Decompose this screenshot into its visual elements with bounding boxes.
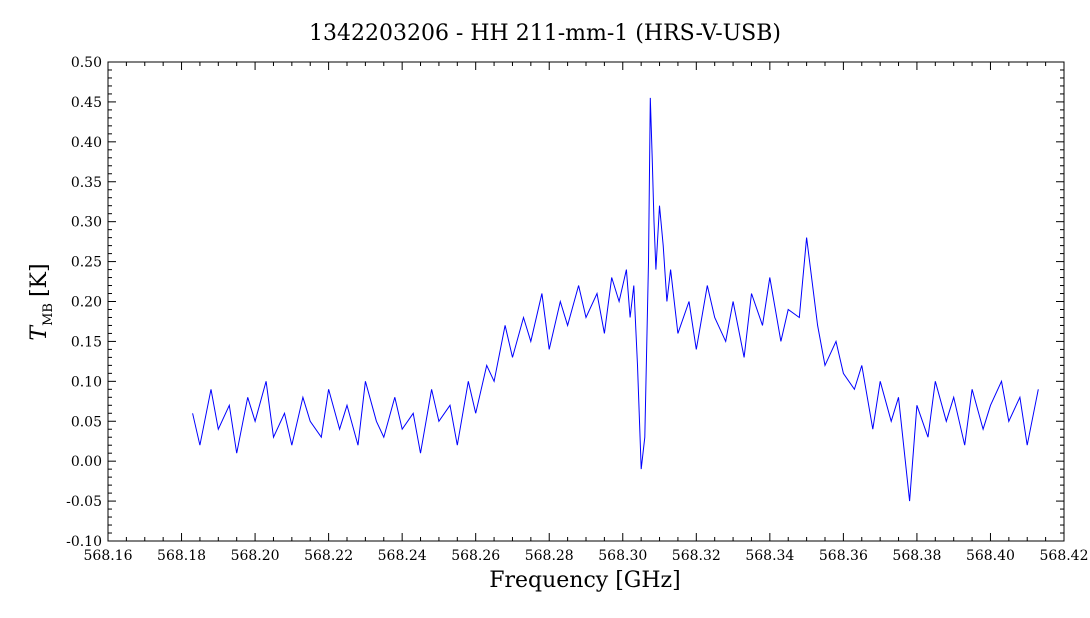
x-tick-label: 568.16 <box>84 548 133 564</box>
x-tick-label: 568.18 <box>157 548 206 564</box>
x-tick-label: 568.42 <box>1040 548 1089 564</box>
series-line <box>192 97 1039 502</box>
x-tick-label: 568.34 <box>745 548 794 564</box>
plot-frame <box>107 61 1065 542</box>
y-tick-label: 0.15 <box>71 334 102 350</box>
y-tick-label: 0.05 <box>71 414 102 430</box>
x-axis-title: Frequency [GHz] <box>489 568 681 593</box>
y-axis-subscript: MB <box>41 303 56 326</box>
series-layer <box>192 97 1039 502</box>
y-tick-label: 0.35 <box>71 175 102 191</box>
y-tick-label: 0.50 <box>71 55 102 71</box>
x-tick-label: 568.40 <box>966 548 1015 564</box>
y-axis: -0.10 -0.05 0.00 0.05 0.10 0.15 0.20 0.25 0.30 0.… <box>66 55 1064 550</box>
y-axis-symbol: T <box>27 324 52 341</box>
y-tick-label: 0.20 <box>71 295 102 311</box>
y-tick-label: -0.10 <box>66 534 102 550</box>
x-tick-label: 568.28 <box>525 548 574 564</box>
x-tick-label: 568.24 <box>378 548 427 564</box>
y-tick-label: -0.05 <box>66 494 102 510</box>
y-axis-title: TMB [K] <box>27 263 56 340</box>
chart-title: 1342203206 - HH 211-mm-1 (HRS-V-USB) <box>309 21 781 46</box>
x-tick-label: 568.20 <box>231 548 280 564</box>
y-axis-unit: [K] <box>27 263 52 297</box>
y-tick-label: 0.30 <box>71 215 102 231</box>
x-tick-label: 568.30 <box>598 548 647 564</box>
x-axis: 568.16 568.18 568.20 568.22 568.24 568.26 568.… <box>84 62 1089 564</box>
x-tick-label: 568.32 <box>672 548 721 564</box>
x-tick-label: 568.36 <box>819 548 868 564</box>
x-tick-label: 568.26 <box>451 548 500 564</box>
y-tick-label: 0.40 <box>71 135 102 151</box>
y-tick-label: 0.25 <box>71 255 102 271</box>
x-tick-label: 568.22 <box>304 548 353 564</box>
y-tick-label: 0.10 <box>71 374 102 390</box>
y-tick-label: 0.45 <box>71 95 102 111</box>
y-tick-label: 0.00 <box>71 454 102 470</box>
x-tick-label: 568.38 <box>892 548 941 564</box>
